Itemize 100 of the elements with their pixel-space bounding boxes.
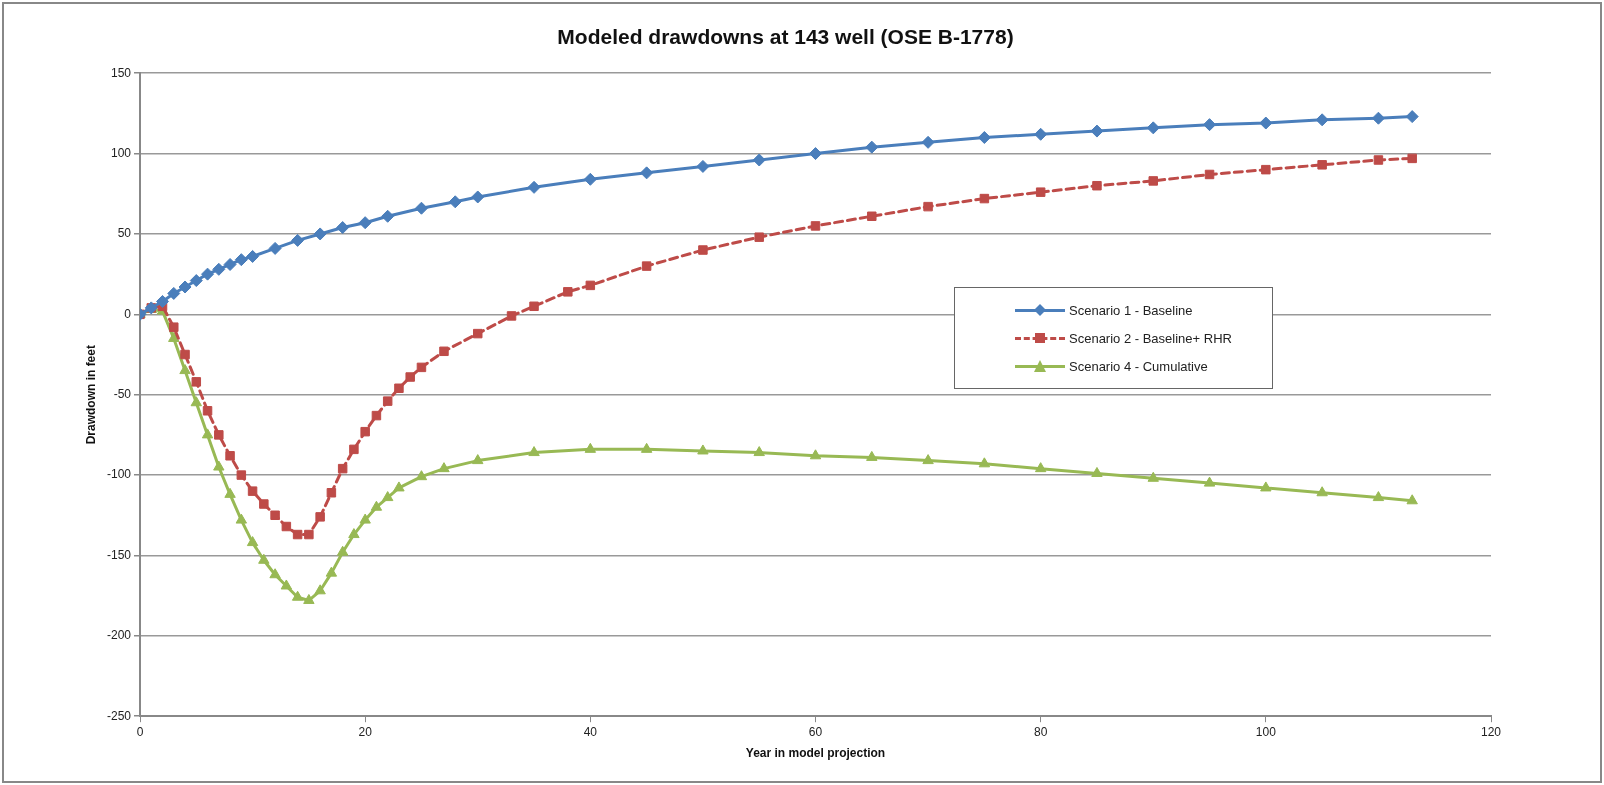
point <box>438 462 450 473</box>
legend-label: Scenario 1 - Baseline <box>1069 302 1193 318</box>
point <box>416 362 427 373</box>
point <box>697 444 709 455</box>
point <box>1259 116 1273 130</box>
point <box>471 190 485 204</box>
point <box>179 364 191 375</box>
point <box>190 396 202 407</box>
point <box>405 372 415 382</box>
point <box>473 328 483 339</box>
point <box>314 584 326 595</box>
point <box>223 257 237 271</box>
point <box>752 153 766 167</box>
point <box>337 463 348 474</box>
point <box>1405 110 1419 124</box>
point <box>259 499 269 509</box>
point <box>270 510 280 521</box>
x-tick-label: 20 <box>358 724 373 739</box>
point <box>1261 164 1271 175</box>
y-tick-label: -250 <box>106 708 132 723</box>
point <box>583 172 597 186</box>
x-tick-label: 120 <box>1480 724 1502 739</box>
x-tick-label: 0 <box>136 724 144 739</box>
y-tick-label: -200 <box>106 628 132 643</box>
point <box>866 450 878 461</box>
point <box>528 446 540 457</box>
point <box>1034 127 1048 141</box>
point <box>178 280 192 294</box>
point <box>1373 155 1384 165</box>
point <box>1203 118 1217 132</box>
point <box>246 249 260 263</box>
point <box>472 454 484 465</box>
point <box>213 460 225 471</box>
point <box>169 322 179 332</box>
x-axis-title: Year in model projection <box>745 746 886 761</box>
point <box>304 529 314 540</box>
point <box>336 545 349 556</box>
point <box>394 383 404 394</box>
point <box>865 140 879 154</box>
point <box>1091 466 1103 477</box>
point <box>810 221 821 231</box>
point <box>291 590 304 601</box>
point <box>381 209 395 223</box>
point <box>439 346 449 357</box>
point <box>258 553 270 564</box>
point <box>336 221 350 235</box>
point <box>1203 476 1216 487</box>
point <box>281 521 292 532</box>
point <box>168 331 180 342</box>
point <box>156 294 170 308</box>
point <box>563 287 573 297</box>
point <box>1372 491 1385 502</box>
point <box>1147 471 1159 482</box>
point <box>371 410 382 421</box>
point <box>236 470 247 480</box>
point <box>325 566 338 577</box>
point <box>303 593 315 604</box>
point <box>246 536 259 547</box>
point <box>698 245 708 255</box>
point <box>370 500 383 511</box>
point <box>529 301 539 312</box>
point <box>584 442 597 453</box>
point <box>1406 494 1418 505</box>
point <box>348 528 360 539</box>
point <box>201 267 215 281</box>
point <box>1204 169 1215 180</box>
point <box>922 454 934 465</box>
point <box>921 135 935 149</box>
point <box>978 457 991 468</box>
point <box>292 529 303 540</box>
point <box>247 486 258 496</box>
point <box>180 349 190 360</box>
point <box>923 201 933 212</box>
y-tick-label: 0 <box>124 306 132 321</box>
point <box>809 449 822 460</box>
point <box>809 147 822 161</box>
y-tick-label: -100 <box>106 467 132 482</box>
x-tick-label: 60 <box>808 724 823 739</box>
point <box>977 131 991 144</box>
y-axis-title: Drawdown in feet <box>83 345 98 445</box>
point <box>1035 187 1046 197</box>
point <box>640 442 653 453</box>
point <box>360 426 370 437</box>
point <box>641 261 652 271</box>
x-tick-label: 40 <box>583 724 598 739</box>
point <box>1315 113 1329 127</box>
point <box>235 513 248 524</box>
point <box>1371 111 1385 125</box>
y-tick-label: -50 <box>113 387 132 402</box>
point <box>979 193 990 204</box>
y-tick-label: 50 <box>117 226 132 241</box>
point <box>1407 153 1417 164</box>
point <box>191 377 202 387</box>
point <box>640 166 654 180</box>
x-tick-label: 100 <box>1255 724 1277 739</box>
point <box>358 216 372 230</box>
point <box>1092 180 1102 191</box>
point <box>315 512 325 522</box>
point <box>506 311 517 321</box>
y-tick-label: 100 <box>110 145 132 160</box>
